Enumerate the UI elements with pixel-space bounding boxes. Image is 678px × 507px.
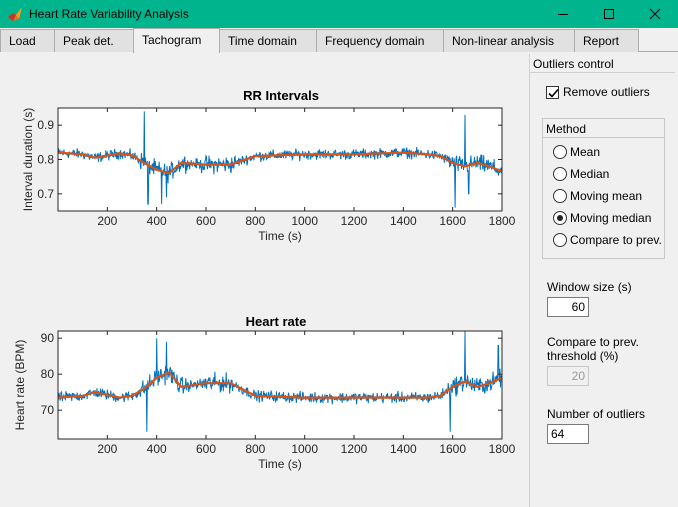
plot-area (58, 108, 502, 211)
window-size-input[interactable] (547, 297, 589, 317)
y-axis-label: Interval duration (s) (21, 108, 35, 211)
radio-mean[interactable]: Mean (553, 145, 600, 159)
tachogram-plots: 200 400 600 800 1000 1200 1400 1600 1800 0.7 0.8 0.… (13, 88, 516, 471)
close-icon (649, 8, 661, 20)
x-tick-label: 400 (147, 442, 167, 456)
radio-label: Median (570, 167, 610, 181)
x-tick-label: 200 (97, 442, 117, 456)
tab-bar: Load Peak det. Tachogram Time domain Fre… (0, 28, 678, 53)
title-bar: Heart Rate Variability Analysis (0, 0, 678, 28)
radio-dot[interactable] (553, 167, 567, 181)
tab-tachogram[interactable]: Tachogram (133, 28, 220, 53)
signal-series-line (57, 111, 503, 208)
tab-time-domain[interactable]: Time domain (219, 29, 317, 52)
window-size-label: Window size (s) (547, 280, 632, 294)
radio-dot[interactable] (553, 189, 567, 203)
tab-non-linear-analysis[interactable]: Non-linear analysis (443, 29, 575, 52)
x-tick-label: 1400 (390, 442, 417, 456)
remove-outliers-checkbox[interactable]: Remove outliers (546, 85, 650, 99)
checkbox-box[interactable] (546, 85, 559, 99)
remove-outliers-label: Remove outliers (563, 85, 650, 99)
maximize-button[interactable] (586, 0, 632, 28)
window-title: Heart Rate Variability Analysis (29, 7, 189, 21)
outliers-count-field[interactable] (547, 424, 589, 444)
x-tick-label: 800 (245, 442, 265, 456)
trend-series-line (57, 151, 503, 175)
x-tick-label: 1200 (341, 442, 368, 456)
y-tick-label: 0.8 (37, 153, 54, 167)
x-tick-label: 800 (245, 214, 265, 228)
tab-peak-detection[interactable]: Peak det. (54, 29, 134, 52)
x-tick-label: 1200 (341, 214, 368, 228)
axes-frame (57, 330, 503, 440)
x-tick-label: 1400 (390, 214, 417, 228)
chart-title: RR Intervals (243, 88, 319, 103)
rr-intervals-chart[interactable]: 200 400 600 800 1000 1200 1400 1600 1800 0.7 0.8 0.… (21, 88, 516, 243)
x-tick-label: 1800 (489, 214, 516, 228)
radio-label: Compare to prev. (570, 233, 662, 247)
panel-divider (530, 72, 675, 73)
y-tick-label: 90 (41, 331, 55, 345)
radio-dot-selected[interactable] (553, 211, 567, 225)
tab-report[interactable]: Report (574, 29, 639, 52)
y-axis-label: Heart rate (BPM) (13, 340, 27, 431)
method-divider (543, 137, 664, 138)
x-tick-label: 200 (97, 214, 117, 228)
radio-label: Moving mean (570, 189, 643, 203)
radio-median[interactable]: Median (553, 167, 609, 181)
method-title: Method (546, 122, 587, 136)
x-tick-label: 600 (196, 442, 216, 456)
threshold-label-line1: Compare to prev. (547, 335, 639, 349)
minimize-button[interactable] (540, 0, 586, 28)
radio-compare-to-prev[interactable]: Compare to prev. (553, 233, 662, 247)
radio-moving-mean[interactable]: Moving mean (553, 189, 642, 203)
tab-load[interactable]: Load (0, 29, 55, 52)
x-axis-label: Time (s) (258, 457, 302, 471)
radio-dot[interactable] (553, 145, 567, 159)
threshold-label-line2: threshold (%) (547, 349, 619, 363)
outliers-count-label: Number of outliers (547, 407, 646, 421)
tab-frequency-domain[interactable]: Frequency domain (316, 29, 444, 52)
minimize-icon (558, 14, 568, 15)
y-tick-label: 80 (41, 367, 55, 381)
x-tick-label: 1000 (291, 442, 318, 456)
matlab-app-icon (8, 7, 22, 21)
panel-title: Outliers control (533, 57, 614, 71)
y-tick-label: 70 (41, 403, 55, 417)
radio-label: Mean (570, 145, 601, 159)
signal-series-line (57, 330, 503, 432)
y-tick-label: 0.9 (37, 118, 54, 132)
heart-rate-chart[interactable]: 200 400 600 800 1000 1200 1400 1600 1800 70 80 90 He… (13, 314, 516, 471)
outliers-control-panel: Outliers control Remove outliers Method … (529, 54, 675, 507)
x-tick-label: 1000 (291, 214, 318, 228)
x-tick-label: 1600 (439, 214, 466, 228)
radio-label: Moving median (570, 211, 652, 225)
radio-dot[interactable] (553, 233, 567, 247)
radio-moving-median[interactable]: Moving median (553, 211, 651, 225)
threshold-input (547, 366, 589, 386)
x-tick-label: 600 (196, 214, 216, 228)
method-group: Method Mean Median Moving mean Moving me… (542, 118, 665, 259)
trend-series-line (57, 371, 503, 399)
x-tick-label: 400 (147, 214, 167, 228)
plot-area (58, 331, 502, 439)
checkmark-icon (548, 88, 559, 98)
maximize-icon (604, 9, 614, 19)
x-tick-label: 1600 (439, 442, 466, 456)
x-axis-label: Time (s) (258, 229, 302, 243)
y-tick-label: 0.7 (37, 187, 54, 201)
x-tick-label: 1800 (489, 442, 516, 456)
close-button[interactable] (632, 0, 678, 28)
chart-title: Heart rate (246, 314, 307, 329)
